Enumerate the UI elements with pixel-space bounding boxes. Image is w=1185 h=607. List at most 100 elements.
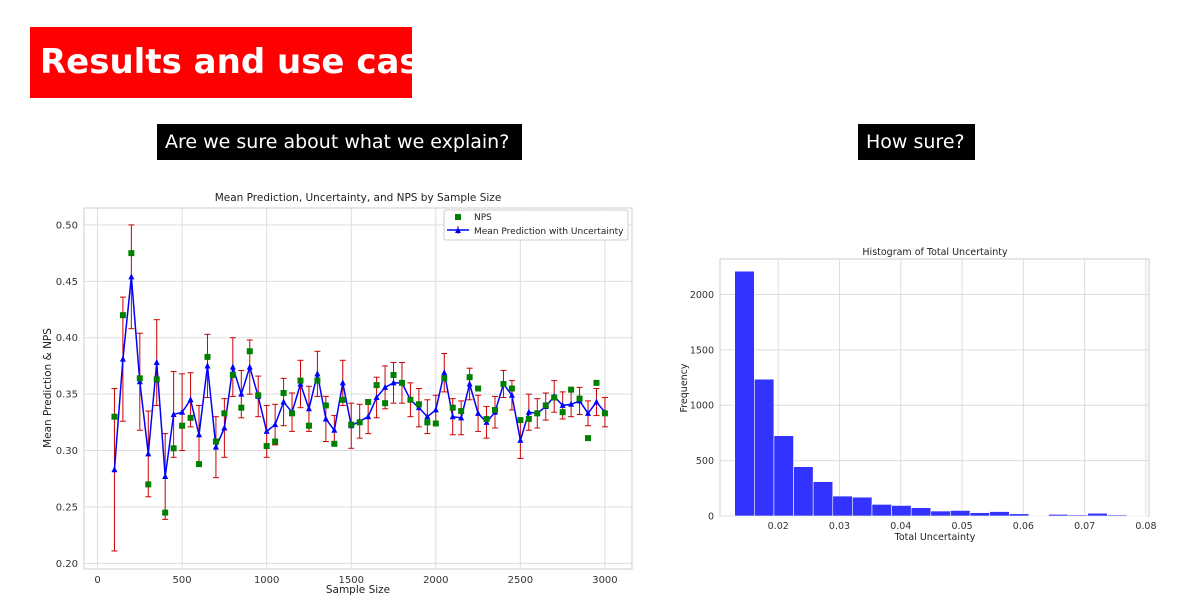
chart1-x-ticks: 0 500 1000 1500 2000 2500 3000: [94, 575, 617, 586]
chart2-x-tick-label: 0.06: [1013, 521, 1034, 532]
nps-point: [508, 385, 515, 392]
chart1-x-tick-label: 500: [173, 575, 192, 586]
nps-point: [407, 396, 414, 403]
chart1-y-tick-label: 0.50: [56, 220, 78, 231]
mean-prediction-point: [111, 466, 118, 473]
nps-point: [525, 415, 532, 422]
subtitle-right: How sure?: [858, 124, 975, 160]
nps-point: [145, 481, 152, 488]
mean-prediction-point: [305, 405, 312, 412]
mean-prediction-point: [382, 383, 389, 390]
nps-point: [576, 395, 583, 402]
nps-point: [365, 399, 372, 406]
mean-prediction-point: [212, 443, 219, 450]
nps-point: [196, 461, 203, 468]
nps-point: [153, 376, 160, 383]
chart2-x-tick-label: 0.07: [1074, 521, 1095, 532]
mean-prediction-point: [331, 426, 338, 433]
nps-point: [280, 390, 287, 397]
histogram-bar: [1087, 512, 1108, 517]
nps-point: [559, 409, 566, 416]
histogram-bar: [832, 495, 853, 517]
chart2-x-tick-label: 0.03: [829, 521, 850, 532]
chart1-y-tick-label: 0.30: [56, 446, 78, 457]
mean-prediction-point: [238, 390, 245, 397]
chart1-xlabel: Sample Size: [326, 584, 390, 596]
nps-point: [441, 375, 448, 382]
legend-mean-label: Mean Prediction with Uncertainty: [474, 227, 624, 237]
histogram-bar: [734, 270, 755, 517]
nps-point: [551, 394, 558, 401]
mean-prediction-chart: 0.20 0.25 0.30 0.35 0.40 0.45 0.50 0 500 1000 150…: [42, 192, 633, 596]
histogram-bar: [1028, 515, 1049, 517]
chart1-legend: NPS Mean Prediction with Uncertainty: [443, 209, 629, 241]
nps-point: [339, 396, 346, 403]
chart1-title: Mean Prediction, Uncertainty, and NPS by…: [215, 192, 502, 204]
mean-prediction-point: [424, 413, 431, 420]
nps-point: [305, 422, 312, 429]
nps-point: [415, 401, 422, 408]
nps-point: [449, 404, 456, 411]
mean-prediction-point: [365, 413, 372, 420]
nps-point: [432, 420, 439, 427]
histogram-bar: [812, 481, 834, 517]
nps-point: [289, 410, 296, 417]
chart2-bars: [734, 270, 1147, 517]
nps-point: [483, 415, 490, 422]
chart1-y-tick-label: 0.40: [56, 333, 78, 344]
mean-prediction-point: [568, 400, 575, 407]
mean-prediction-point: [145, 450, 152, 457]
nps-point: [162, 509, 169, 516]
histogram-bar: [871, 504, 892, 517]
histogram-bar: [754, 378, 775, 517]
nps-point: [534, 410, 541, 417]
chart2-y-ticks: 0 500 1000 1500 2000: [690, 290, 714, 523]
chart1-x-tick-label: 0: [94, 575, 100, 586]
nps-point: [136, 375, 143, 382]
nps-point: [179, 422, 186, 429]
chart1-nps-series: [111, 250, 608, 516]
histogram-bar: [773, 435, 794, 517]
mean-prediction-point: [153, 359, 160, 366]
nps-point: [314, 377, 321, 384]
nps-point: [238, 404, 245, 411]
chart2-y-tick-label: 0: [708, 512, 714, 523]
histogram-bar: [1126, 515, 1147, 517]
chart1-x-tick-label: 1000: [254, 575, 279, 586]
nps-point: [373, 382, 380, 389]
histogram-bar: [969, 512, 990, 517]
histogram-bar: [891, 505, 912, 517]
legend-mean-marker: [455, 227, 461, 233]
mean-prediction-point: [593, 398, 600, 405]
nps-point: [221, 410, 228, 417]
nps-point: [322, 402, 329, 409]
chart2-y-tick-label: 2000: [690, 290, 714, 301]
nps-point: [111, 413, 118, 420]
legend-nps-label: NPS: [474, 213, 492, 223]
chart2-y-tick-label: 1500: [690, 345, 714, 356]
mean-prediction-point: [221, 424, 228, 431]
histogram-bar: [910, 507, 932, 517]
mean-prediction-point: [432, 406, 439, 413]
mean-prediction-point: [170, 410, 177, 417]
nps-point: [382, 400, 389, 407]
nps-point: [272, 438, 279, 445]
mean-prediction-point: [475, 409, 482, 416]
nps-point: [170, 445, 177, 452]
nps-point: [568, 386, 575, 393]
histogram-bar: [852, 496, 873, 517]
mean-prediction-point: [179, 408, 186, 415]
nps-point: [542, 402, 549, 409]
chart1-x-tick-label: 1500: [339, 575, 364, 586]
nps-point: [128, 250, 135, 257]
nps-point: [204, 353, 211, 360]
mean-prediction-point: [280, 398, 287, 405]
nps-point: [458, 408, 465, 415]
mean-prediction-point: [229, 363, 236, 370]
nps-point: [187, 414, 194, 421]
nps-point: [601, 410, 608, 417]
chart2-title: Histogram of Total Uncertainty: [862, 247, 1008, 258]
mean-prediction-point: [187, 396, 194, 403]
nps-point: [492, 406, 498, 413]
